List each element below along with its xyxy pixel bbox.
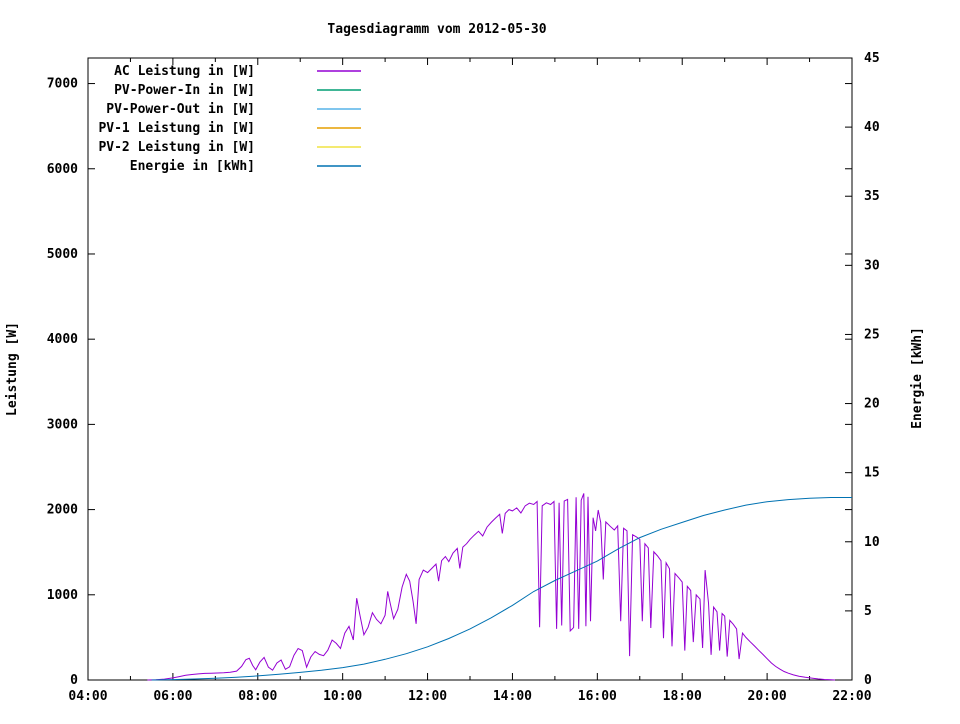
y2-tick-label: 0 (864, 673, 872, 688)
y1-tick-label: 3000 (47, 417, 78, 432)
x-tick-label: 06:00 (153, 689, 192, 704)
y1-tick-label: 4000 (47, 332, 78, 347)
legend-label: PV-Power-Out in [W] (106, 102, 255, 117)
legend-label: PV-1 Leistung in [W] (98, 121, 255, 136)
x-tick-label: 16:00 (578, 689, 617, 704)
y1-tick-label: 2000 (47, 503, 78, 518)
series-line-5 (151, 497, 852, 681)
y1-axis-title: Leistung [W] (5, 322, 20, 416)
legend-label: Energie in [kWh] (130, 159, 255, 174)
legend-label: PV-Power-In in [W] (114, 83, 255, 98)
y2-tick-label: 45 (864, 51, 880, 66)
x-tick-label: 04:00 (68, 689, 107, 704)
legend-label: PV-2 Leistung in [W] (98, 140, 255, 155)
y1-tick-label: 7000 (47, 77, 78, 92)
y2-tick-label: 15 (864, 466, 880, 481)
x-tick-label: 14:00 (493, 689, 532, 704)
y2-tick-label: 10 (864, 535, 880, 550)
x-tick-label: 08:00 (238, 689, 277, 704)
chart-title: Tagesdiagramm vom 2012-05-30 (327, 22, 546, 37)
y2-tick-label: 30 (864, 258, 880, 273)
y1-tick-label: 6000 (47, 162, 78, 177)
y2-tick-label: 20 (864, 397, 880, 412)
x-tick-label: 12:00 (408, 689, 447, 704)
y2-tick-label: 40 (864, 120, 880, 135)
y2-axis-title: Energie [kWh] (910, 327, 925, 429)
series-line-0 (147, 493, 836, 681)
y2-tick-label: 5 (864, 604, 872, 619)
y2-tick-label: 25 (864, 327, 880, 342)
x-tick-label: 22:00 (832, 689, 871, 704)
legend-label: AC Leistung in [W] (114, 64, 255, 79)
y1-tick-label: 0 (70, 673, 78, 688)
y1-tick-label: 1000 (47, 588, 78, 603)
x-tick-label: 20:00 (748, 689, 787, 704)
x-tick-label: 10:00 (323, 689, 362, 704)
y2-tick-label: 35 (864, 189, 880, 204)
x-tick-label: 18:00 (663, 689, 702, 704)
y1-tick-label: 5000 (47, 247, 78, 262)
